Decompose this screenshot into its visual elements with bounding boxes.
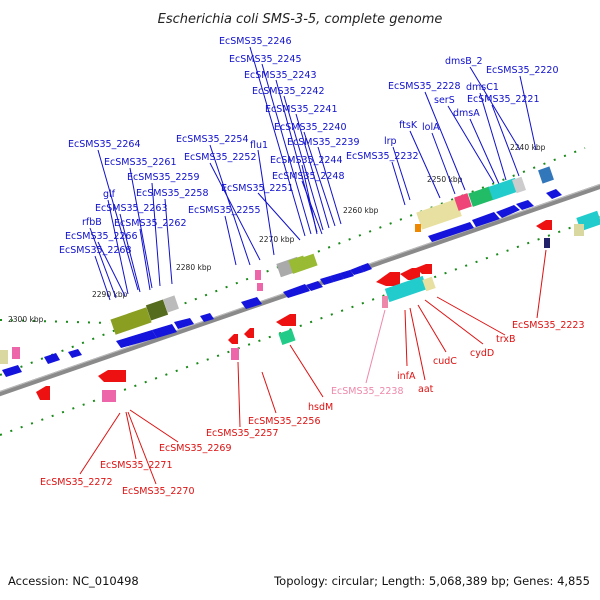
gene-label: EcSMS35_2258: [136, 188, 209, 199]
gene-label: EcSMS35_2270: [122, 486, 195, 497]
pseudo-leader-line: [365, 309, 386, 384]
gene-label: EcSMS35_2254: [176, 134, 249, 145]
forward-labels: EcSMS35_2246 EcSMS35_2245 EcSMS35_2243 E…: [59, 36, 559, 256]
gene-label: EcSMS35_2257: [206, 428, 279, 439]
gene-label: dmsB_2: [445, 56, 483, 67]
scale-label: 2300 kbp: [8, 315, 44, 324]
reverse-leader-lines: [79, 249, 547, 485]
gene-label: cudC: [433, 356, 457, 367]
gene-label: dmsA: [453, 108, 480, 119]
gene-label: EcSMS35_2248: [272, 171, 345, 182]
gene-label: EcSMS35_2272: [40, 477, 113, 488]
gene-label: lolA: [422, 122, 440, 133]
gene-label: EcSMS35_2239: [287, 137, 360, 148]
gene-label: EcSMS35_2243: [244, 70, 317, 81]
gene-label: EcSMS35_2251: [221, 183, 294, 194]
gene-label: rfbB: [82, 217, 102, 228]
reverse-genes: [36, 210, 600, 402]
gene-label: serS: [434, 95, 455, 106]
gene-label: EcSMS35_2244: [270, 155, 343, 166]
accession-text: Accession: NC_010498: [8, 574, 139, 588]
gene-label: EcSMS35_2262: [114, 218, 187, 229]
gene-label: ftsK: [399, 120, 418, 131]
gene-label: glf: [103, 189, 116, 200]
forward-leader-lines: [89, 46, 537, 301]
gene-label: EcSMS35_2255: [188, 205, 261, 216]
gene-label: EcSMS35_2232: [346, 151, 419, 162]
gene-label: EcSMS35_2228: [388, 81, 461, 92]
gene-label: EcSMS35_2245: [229, 54, 302, 65]
gene-label: EcSMS35_2223: [512, 320, 585, 331]
gene-label: EcSMS35_2252: [184, 152, 257, 163]
gene-label: EcSMS35_2221: [467, 94, 540, 105]
gene-label: trxB: [496, 334, 516, 345]
gene-label: EcSMS35_2261: [104, 157, 177, 168]
gene-label: EcSMS35_2246: [219, 36, 292, 47]
map-title: Escherichia coli SMS-3-5, complete genom…: [158, 12, 443, 27]
scale-label: 2250 kbp: [427, 175, 463, 184]
gene-label: aat: [418, 384, 434, 395]
gene-label: cydD: [470, 348, 494, 359]
scale-label: 2240 kbp: [510, 143, 546, 152]
forward-genes: [0, 166, 562, 377]
gene-label: EcSMS35_2268: [59, 245, 132, 256]
gene-label: EcSMS35_2238: [331, 386, 404, 397]
reverse-tick-row: [0, 216, 600, 436]
gene-label: EcSMS35_2269: [159, 443, 232, 454]
scale-label: 2290 kbp: [92, 290, 128, 299]
gene-label: EcSMS35_2264: [68, 139, 141, 150]
gene-label: EcSMS35_2241: [265, 104, 338, 115]
gene-label: EcSMS35_2242: [252, 86, 325, 97]
scale-label: 2270 kbp: [259, 235, 295, 244]
gene-label: hsdM: [308, 402, 333, 413]
scale-label: 2260 kbp: [343, 206, 379, 215]
gene-label: EcSMS35_2263: [95, 203, 168, 214]
gene-label: EcSMS35_2271: [100, 460, 173, 471]
gene-label: flu1: [250, 140, 268, 151]
topology-text: Topology: circular; Length: 5,068,389 bp…: [274, 574, 590, 588]
gene-label: EcSMS35_2240: [274, 122, 347, 133]
scale-label: 2280 kbp: [176, 263, 212, 272]
gene-label: lrp: [384, 136, 397, 147]
gene-label: EcSMS35_2256: [248, 416, 321, 427]
gene-label: EcSMS35_2266: [65, 231, 138, 242]
reverse-labels: EcSMS35_2223 trxB cydD cudC infA aat hsd…: [40, 320, 585, 497]
scale-tick-row: [0, 319, 111, 324]
gene-label: infA: [397, 371, 416, 382]
gene-label: EcSMS35_2259: [127, 172, 200, 183]
gene-label: EcSMS35_2220: [486, 65, 559, 76]
